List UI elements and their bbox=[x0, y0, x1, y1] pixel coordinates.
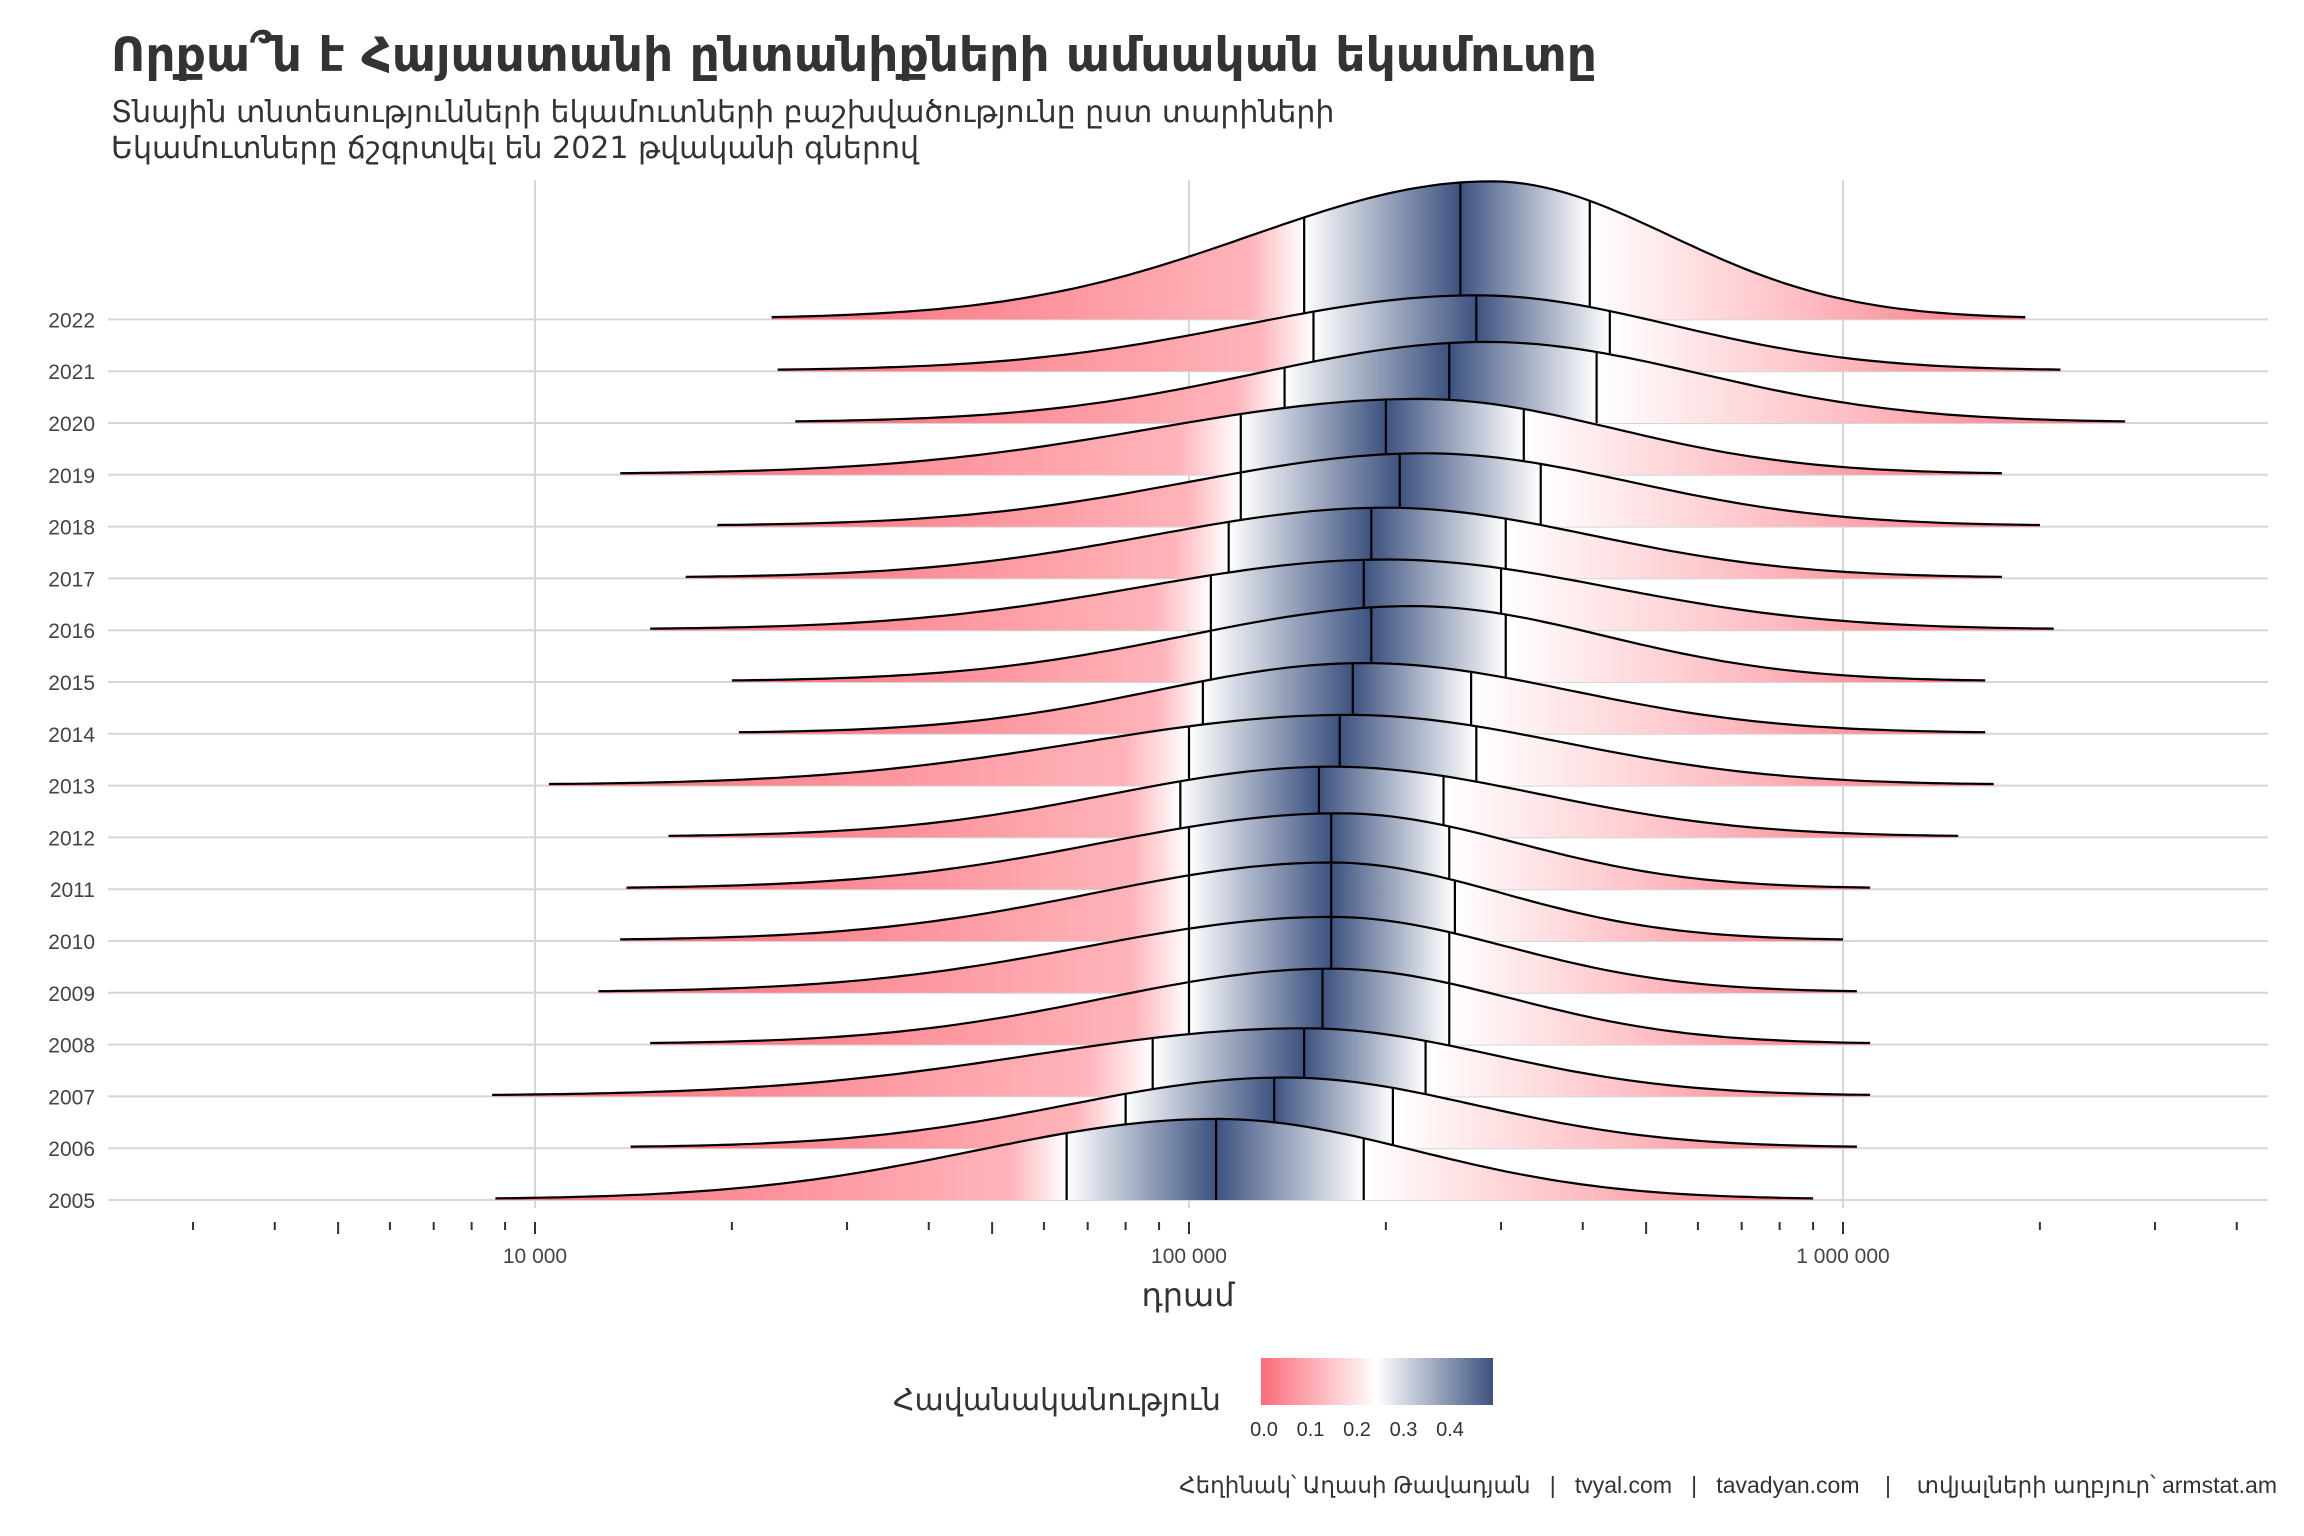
ridge-outline-2017 bbox=[685, 506, 2002, 578]
ridge-outline-2013 bbox=[548, 713, 1994, 786]
ridge-2005 bbox=[495, 1117, 1814, 1200]
caption: Հեղինակ՝ Աղասի Թավադյան | tvyal.com | ta… bbox=[1179, 1472, 2277, 1498]
ridge-2013 bbox=[548, 713, 1994, 786]
ridge-area-2019 bbox=[620, 398, 2002, 475]
ridge-area-2022 bbox=[771, 181, 2026, 320]
y-tick-label: 2012 bbox=[48, 827, 95, 850]
ridge-area-2011 bbox=[626, 813, 1871, 890]
legend-tick-label: 0.3 bbox=[1389, 1419, 1418, 1441]
y-tick-label: 2006 bbox=[48, 1138, 95, 1161]
y-tick-label: 2019 bbox=[48, 465, 95, 488]
y-tick-label: 2008 bbox=[48, 1035, 95, 1058]
ridgeline-plot: 2005 2006 2007 2008 2009 2010 2011 2012 2013 2014… bbox=[48, 180, 2268, 1314]
ridge-outline-2021 bbox=[777, 294, 2061, 371]
y-tick-label: 2010 bbox=[48, 931, 95, 954]
ridge-2022 bbox=[771, 180, 2026, 320]
legend-colorbar bbox=[1261, 1358, 1493, 1405]
ridge-area-2013 bbox=[548, 714, 1994, 786]
ridge-outline-2007 bbox=[492, 1027, 1871, 1096]
y-tick-label: 2022 bbox=[48, 309, 95, 332]
x-tick-label: 1 000 000 bbox=[1796, 1245, 1889, 1268]
ridge-area-2006 bbox=[630, 1077, 1857, 1149]
ridge-outline-2012 bbox=[668, 765, 1959, 837]
ridge-area-2015 bbox=[731, 606, 1986, 682]
ridge-outline-2022 bbox=[771, 180, 2026, 319]
y-tick-label: 2021 bbox=[48, 361, 95, 384]
ridge-outline-2015 bbox=[731, 604, 1986, 682]
ridge-area-2010 bbox=[620, 862, 1844, 941]
ridge-area-2012 bbox=[668, 766, 1959, 838]
ridge-2006 bbox=[630, 1076, 1857, 1149]
ridge-2018 bbox=[717, 452, 2040, 527]
ridge-outline-2008 bbox=[650, 967, 1871, 1045]
y-tick-label: 2017 bbox=[48, 568, 95, 591]
ridge-area-2007 bbox=[492, 1028, 1871, 1097]
legend-tick-label: 0.2 bbox=[1343, 1419, 1371, 1441]
ridge-2016 bbox=[650, 558, 2054, 631]
ridge-outline-2019 bbox=[620, 397, 2002, 475]
ridge-area-2020 bbox=[795, 341, 2126, 423]
legend-tick-label: 0.4 bbox=[1436, 1419, 1464, 1441]
y-tick-label: 2011 bbox=[50, 879, 95, 902]
y-tick-label: 2007 bbox=[48, 1086, 95, 1109]
chart-title: Որքա՞ն է Հայաստանի ընտանիքների ամսական ե… bbox=[111, 28, 1597, 83]
chart-subtitle-line-2: Եկամուտները ճշգրտվել են 2021 թվականի գնե… bbox=[111, 131, 919, 166]
legend-tick-label: 0.1 bbox=[1296, 1419, 1325, 1441]
ridge-outline-2010 bbox=[620, 861, 1844, 941]
y-tick-label: 2020 bbox=[48, 413, 95, 436]
ridge-outline-2018 bbox=[717, 452, 2040, 527]
ridge-area-2016 bbox=[650, 559, 2054, 631]
y-tick-label: 2013 bbox=[48, 776, 95, 799]
y-tick-label: 2018 bbox=[48, 517, 95, 540]
x-axis-title: դրամ bbox=[1142, 1276, 1236, 1314]
ridge-area-2021 bbox=[777, 295, 2061, 372]
y-tick-label: 2016 bbox=[48, 620, 95, 643]
ridge-layer bbox=[492, 180, 2126, 1200]
ridge-area-2018 bbox=[717, 453, 2040, 527]
ridge-outline-2009 bbox=[598, 915, 1857, 993]
ridge-outline-2005 bbox=[495, 1117, 1814, 1200]
ridge-area-2009 bbox=[598, 916, 1857, 993]
ridge-area-2005 bbox=[495, 1118, 1814, 1200]
axis-layer: 2005 2006 2007 2008 2009 2010 2011 2012 2013 2014… bbox=[48, 309, 2238, 1314]
y-tick-label: 2015 bbox=[48, 672, 95, 695]
x-tick-label: 100 000 bbox=[1151, 1245, 1227, 1268]
y-tick-label: 2005 bbox=[48, 1190, 95, 1213]
ridge-area-2017 bbox=[685, 507, 2002, 579]
chart-subtitle-line-1: Տնային տնտեսությունների եկամուտների բաշխ… bbox=[111, 95, 1335, 130]
ridge-2015 bbox=[731, 604, 1986, 682]
ridge-outline-2014 bbox=[738, 661, 1986, 734]
ridge-outline-2016 bbox=[650, 558, 2054, 630]
legend-title: Հավանականություն bbox=[893, 1383, 1221, 1418]
ridge-area-2014 bbox=[738, 663, 1986, 734]
ridge-outline-2006 bbox=[630, 1076, 1857, 1148]
ridge-outline-2020 bbox=[795, 340, 2126, 423]
y-tick-label: 2014 bbox=[48, 724, 95, 747]
y-tick-label: 2009 bbox=[48, 983, 95, 1006]
legend-tick-label: 0.0 bbox=[1250, 1419, 1278, 1441]
x-tick-label: 10 000 bbox=[503, 1245, 567, 1268]
ridge-outline-2011 bbox=[626, 812, 1871, 889]
